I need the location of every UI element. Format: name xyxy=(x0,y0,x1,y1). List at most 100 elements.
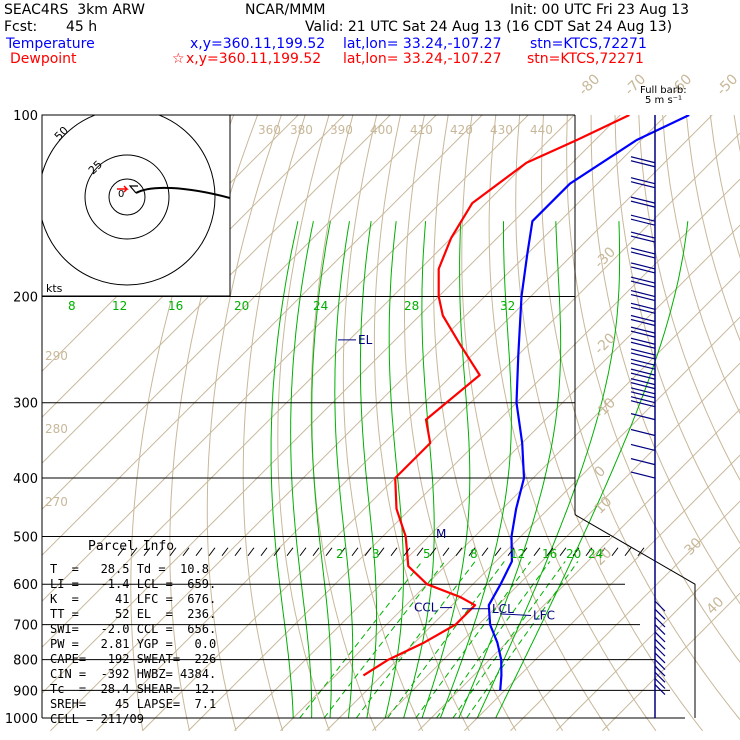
hatch-mark xyxy=(286,547,294,557)
hatch-mark xyxy=(481,547,489,557)
hatch-mark xyxy=(442,547,450,557)
hatch-mark xyxy=(468,547,476,557)
wind-barb xyxy=(630,443,656,452)
hatch-mark xyxy=(390,547,398,557)
mixing-ratio-label: 8 xyxy=(68,299,76,313)
moist-adiabat-line xyxy=(384,221,404,719)
parcel-row: Tc = 28.4 SHEAR= 12. xyxy=(50,682,217,696)
hatch-mark xyxy=(182,547,190,557)
mixing-ratio-label: 24 xyxy=(313,299,328,313)
hatch-mark xyxy=(546,547,554,557)
dry-adiabat-line xyxy=(662,115,740,415)
hatch-mark xyxy=(611,547,619,557)
wind-barb xyxy=(630,387,656,395)
dry-adiabat-line xyxy=(342,115,424,732)
level-annotations: EL M CCL LCL LFC xyxy=(117,333,645,622)
isotherm-label: -50 xyxy=(714,71,740,98)
wind-barb xyxy=(630,396,656,404)
hatch-mark xyxy=(377,547,385,557)
mixing-ratio-label: 12 xyxy=(112,299,127,313)
isotherm-line xyxy=(42,115,391,464)
isotherm-line xyxy=(464,454,740,732)
pressure-label: 100 xyxy=(13,109,38,124)
isotherm-line xyxy=(510,500,740,732)
dry-adiabat-line xyxy=(130,115,235,731)
annotation-label-m: M xyxy=(436,527,446,541)
hodograph-trace-start xyxy=(128,185,138,194)
dry-adiabat-line xyxy=(432,115,564,732)
wind-barb xyxy=(630,391,656,399)
hatch-mark xyxy=(429,547,437,557)
dewpoint-latlon: lat,lon= 33.24,-107.27 xyxy=(343,51,502,67)
wind-barb xyxy=(654,665,666,677)
mixing-ratio-label: 5 xyxy=(423,547,431,561)
wind-barb xyxy=(654,678,666,689)
hatch-mark xyxy=(221,547,229,557)
hatch-mark xyxy=(312,547,320,557)
isotherm-line xyxy=(280,270,740,732)
wind-barb xyxy=(630,251,656,259)
wind-barb xyxy=(630,214,656,222)
wind-barb xyxy=(630,289,656,298)
forecast-hour: 45 h xyxy=(66,19,98,35)
wind-barb xyxy=(654,671,666,683)
dry-adiabat-line xyxy=(709,115,740,259)
pressure-label: 500 xyxy=(13,530,38,545)
hatch-mark xyxy=(117,547,125,557)
hodograph-box xyxy=(41,114,231,297)
hatch-mark xyxy=(143,547,151,557)
theta-label: 360 xyxy=(258,123,281,137)
isotherm-label: -10 xyxy=(592,395,619,422)
pressure-label: 900 xyxy=(13,684,38,699)
moist-adiabat-line xyxy=(458,221,562,719)
storm-motion-marker xyxy=(117,185,129,193)
dry-adiabat-line xyxy=(461,115,610,732)
wind-barb xyxy=(630,362,656,370)
wind-barb xyxy=(630,400,656,408)
theta-label: 430 xyxy=(490,123,513,137)
dewpoint-station: stn=KTCS,72271 xyxy=(527,51,644,67)
hatch-mark xyxy=(273,547,281,557)
wind-barb xyxy=(630,358,656,366)
forecast-label: Fcst: xyxy=(4,19,38,35)
right-frame-slant xyxy=(574,514,696,718)
dry-adiabat-line xyxy=(614,115,740,545)
wind-barb xyxy=(654,684,666,695)
parcel-row: SWI= -2.0 CCL = 656. xyxy=(50,622,217,636)
isotherm-label: 30 xyxy=(682,535,706,559)
wind-barb xyxy=(630,318,656,327)
hatch-mark xyxy=(247,547,255,557)
dry-adiabat-line xyxy=(206,115,282,731)
pressure-label: 600 xyxy=(13,578,38,593)
theta-label: 420 xyxy=(450,123,473,137)
wind-barb xyxy=(630,196,656,204)
isotherm-line xyxy=(142,132,740,732)
parcel-row: SREH= 45 LAPSE= 7.1 xyxy=(50,697,217,711)
wind-barb xyxy=(630,177,656,185)
mixing-ratio-label: 20 xyxy=(566,547,581,561)
org-name: NCAR/MMM xyxy=(245,2,326,18)
dewpoint-profile xyxy=(362,115,630,677)
isotherm-line xyxy=(50,115,667,732)
theta-label: 440 xyxy=(530,123,553,137)
theta-label: 280 xyxy=(45,422,68,436)
pressure-label: 400 xyxy=(13,472,38,487)
wind-barb xyxy=(630,348,656,356)
isotherm-line xyxy=(372,362,740,732)
temperature-xy: x,y=360.11,199.52 xyxy=(190,36,326,52)
mixing-ratio-line xyxy=(466,561,579,719)
annotation-label-el: EL xyxy=(358,333,373,347)
isotherm-label: -30 xyxy=(592,244,619,271)
mixing-ratio-label: 20 xyxy=(234,299,249,313)
hatch-mark xyxy=(351,547,359,557)
hatch-mark xyxy=(156,547,164,557)
moist-adiabat-line xyxy=(359,221,377,719)
hatch-mark xyxy=(559,547,567,557)
isotherm-line xyxy=(42,115,529,602)
wind-barb xyxy=(630,280,656,288)
theta-label: 380 xyxy=(290,123,313,137)
wind-barb xyxy=(630,156,656,164)
temperature-legend: Temperature xyxy=(6,36,95,52)
hatch-mark xyxy=(533,547,541,557)
